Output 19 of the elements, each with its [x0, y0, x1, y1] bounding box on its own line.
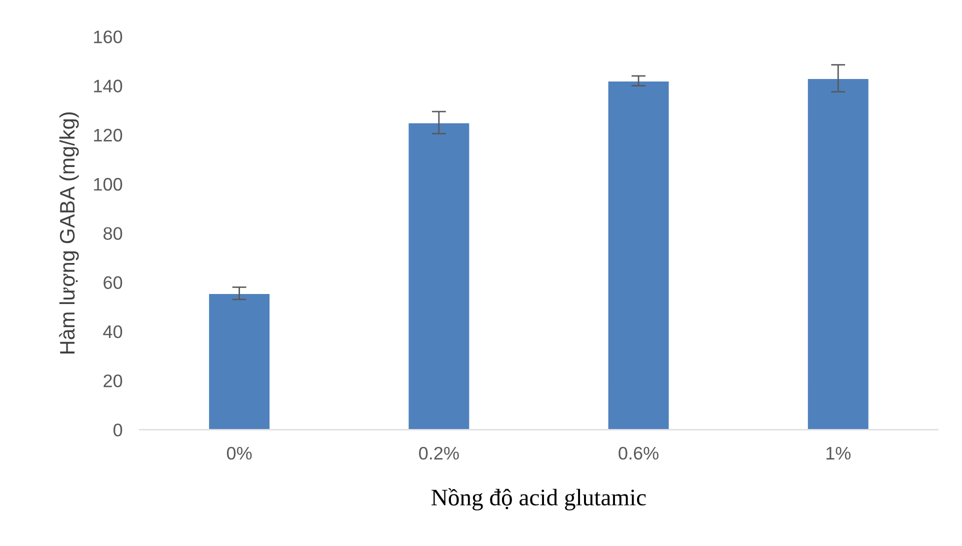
y-tick-label: 0	[113, 424, 122, 436]
y-tick-label: 140	[94, 80, 122, 92]
y-tick-label: 20	[104, 374, 122, 388]
x-axis-title: Nồng độ acid glutamic	[432, 488, 646, 510]
y-axis-title: Hàm lượng GABA (mg/kg)	[59, 112, 79, 354]
y-tick-label: 160	[94, 30, 122, 44]
y-tick-label: 40	[103, 325, 122, 338]
y-tick-label: 80	[104, 227, 122, 240]
y-tick-label: 120	[94, 128, 122, 142]
x-tick-label: 0.6%	[618, 446, 658, 460]
bar	[407, 122, 471, 430]
y-tick-label: 60	[104, 276, 122, 289]
x-tick-label: 0%	[226, 446, 252, 460]
x-tick-label: 0.2%	[419, 446, 459, 460]
x-tick-label: 1%	[826, 446, 851, 460]
bar	[806, 78, 870, 430]
bar	[606, 80, 670, 430]
y-tick-label: 100	[94, 178, 122, 191]
bar	[208, 292, 271, 430]
